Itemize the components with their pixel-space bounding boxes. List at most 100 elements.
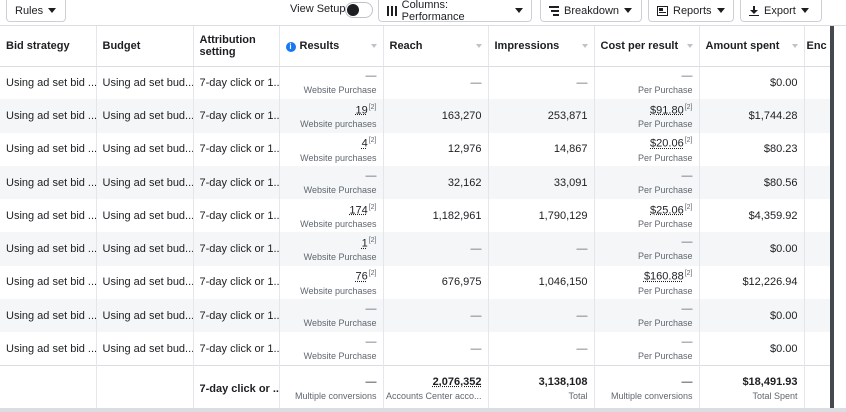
ends-cell <box>804 66 830 100</box>
reach-cell-wrap: — <box>390 310 482 322</box>
bid-strategy-cell: Using ad set bid ... <box>0 132 97 166</box>
cost-per-result-cell: — Per Purchase <box>594 66 700 100</box>
attribution-cell: 7-day click or 1... <box>193 265 280 300</box>
impressions-cell-wrap: — <box>495 310 588 322</box>
results-cell-value[interactable]: 76 <box>355 270 368 283</box>
results-cell-value[interactable]: 1 <box>361 237 368 250</box>
impressions-cell-wrap: 1,790,129 <box>495 210 588 222</box>
horizontal-scrollbar[interactable] <box>0 408 846 412</box>
impressions-cell-value: — <box>576 342 588 355</box>
col-header-attribution[interactable]: Attribution setting <box>193 26 280 67</box>
impressions-cell-line: 33,091 <box>554 177 588 189</box>
results-cell-value[interactable]: 174 <box>349 204 368 217</box>
col-header-amount-spent[interactable]: Amount spent <box>699 26 805 67</box>
cost-per-result-cell-wrap: $91.80[2] Per Purchase <box>601 102 693 131</box>
impressions-cell-value: 253,871 <box>547 109 588 122</box>
cost-per-result-cell-footnote: [2] <box>684 270 693 278</box>
reach-cell-wrap: — <box>390 243 482 255</box>
cost-per-result-cell-footnote: [2] <box>684 103 693 111</box>
cost-per-result-cell-value[interactable]: $25.06 <box>650 204 684 217</box>
total-amount-spent-cell-value: $18,491.93 <box>742 375 798 388</box>
col-header-impressions[interactable]: Impressions <box>488 26 595 67</box>
total-results-cell-subtext: Multiple conversions <box>294 390 377 401</box>
columns-button[interactable]: Columns: Performance <box>378 0 532 23</box>
breakdown-button[interactable]: Breakdown <box>540 0 642 22</box>
table-row[interactable]: Using ad set bid ... Using ad set bud... 7… <box>0 199 830 233</box>
table-row[interactable]: Using ad set bid ... Using ad set bud... 7… <box>0 232 830 266</box>
reach-cell-line: — <box>471 77 482 89</box>
total-reach-cell: 2,076,352 Accounts Center acco... <box>383 365 489 410</box>
impressions-header-label: Impressions <box>494 39 560 52</box>
budget-cell: Using ad set bud... <box>96 332 194 366</box>
reach-cell-line: 163,270 <box>442 110 482 122</box>
rules-button[interactable]: Rules <box>6 0 66 22</box>
impressions-cell-value: — <box>576 76 588 89</box>
results-cell-value[interactable]: 4 <box>361 137 368 150</box>
reports-button[interactable]: Reports <box>648 0 734 22</box>
amount-spent-cell: $12,226.94 <box>699 265 805 300</box>
table-row[interactable]: Using ad set bid ... Using ad set bud... 7… <box>0 99 830 133</box>
impressions-cell-wrap: — <box>495 77 588 89</box>
results-cell-value: — <box>365 335 377 348</box>
impressions-cell-line: 14,867 <box>554 143 588 155</box>
results-cell-line: 76[2] <box>355 268 376 283</box>
budget-cell: Using ad set bud... <box>96 199 194 233</box>
budget-cell: Using ad set bud... <box>96 132 194 166</box>
budget-cell: Using ad set bud... <box>96 265 194 300</box>
cost-per-result-cell-value[interactable]: $20.06 <box>650 137 684 150</box>
total-blank-cell <box>96 365 194 410</box>
ends-cell <box>804 299 830 333</box>
col-header-reach[interactable]: Reach <box>383 26 489 67</box>
table-edge <box>834 26 846 410</box>
results-cell-wrap: — Website Purchase <box>286 70 377 96</box>
cost-per-result-cell-value[interactable]: $160.88 <box>643 270 684 283</box>
table-row[interactable]: Using ad set bid ... Using ad set bud... 7… <box>0 132 830 166</box>
cost-per-result-cell-value[interactable]: $91.80 <box>650 104 684 117</box>
table-row[interactable]: Using ad set bid ... Using ad set bud... 7… <box>0 66 830 100</box>
reach-cell: — <box>383 299 489 333</box>
table-row[interactable]: Using ad set bid ... Using ad set bud... 7… <box>0 265 830 300</box>
amount-spent-cell: $80.23 <box>699 132 805 166</box>
col-header-ends[interactable]: Enc <box>804 26 830 67</box>
amount-spent-cell-value: $0.00 <box>769 309 798 322</box>
table-row[interactable]: Using ad set bid ... Using ad set bud... 7… <box>0 332 830 366</box>
total-impressions-cell-line: 3,138,108 <box>539 376 588 388</box>
impressions-cell-line: 253,871 <box>548 110 588 122</box>
total-reach-cell-value[interactable]: 2,076,352 <box>432 375 482 388</box>
results-cell-line: 19[2] <box>355 102 376 117</box>
cost-per-result-cell-value: — <box>681 236 693 249</box>
results-cell-subtext: Website Purchase <box>303 184 377 195</box>
total-impressions-cell-subtext: Total <box>568 390 588 401</box>
bid-strategy-cell: Using ad set bid ... <box>0 165 97 200</box>
cost-per-result-cell: $20.06[2] Per Purchase <box>594 132 700 166</box>
results-cell-value[interactable]: 19 <box>355 104 368 117</box>
table-row[interactable]: Using ad set bid ... Using ad set bud... 7… <box>0 299 830 333</box>
reach-cell-line: — <box>471 243 482 255</box>
attribution-cell: 7-day click or 1... <box>193 299 280 333</box>
col-header-cost-per-result[interactable]: Cost per result <box>594 26 700 67</box>
ends-cell <box>804 132 830 166</box>
impressions-cell-wrap: 253,871 <box>495 110 588 122</box>
cost-per-result-cell-footnote: [2] <box>684 136 693 144</box>
vertical-scrollbar[interactable] <box>830 26 834 410</box>
reach-cell-wrap: — <box>390 77 482 89</box>
results-cell-subtext: Website purchases <box>300 285 377 296</box>
info-icon[interactable]: i <box>285 41 296 52</box>
export-button[interactable]: Export <box>740 0 822 22</box>
cost-per-result-cell-subtext: Per Purchase <box>637 219 693 230</box>
attribution-cell: 7-day click or 1... <box>193 66 280 100</box>
col-header-results[interactable]: i Results <box>279 26 384 67</box>
view-setup-toggle[interactable] <box>345 2 373 18</box>
col-header-bid-strategy[interactable]: Bid strategy <box>0 26 97 67</box>
impressions-cell-line: — <box>577 77 588 89</box>
total-results-cell-wrap: — Multiple conversions <box>286 376 377 402</box>
col-header-budget[interactable]: Budget <box>96 26 194 67</box>
total-amount-spent-cell: $18,491.93 Total Spent <box>699 365 805 410</box>
impressions-cell-value: 1,046,150 <box>538 276 588 289</box>
budget-cell: Using ad set bud... <box>96 232 194 266</box>
results-cell: 76[2] Website purchases <box>279 265 384 300</box>
cost-per-result-cell-subtext: Per Purchase <box>637 317 693 328</box>
cost-per-result-cell: $160.88[2] Per Purchase <box>594 265 700 300</box>
cost-per-result-cell-wrap: — Per Purchase <box>601 236 693 262</box>
table-row[interactable]: Using ad set bid ... Using ad set bud... 7… <box>0 165 830 200</box>
